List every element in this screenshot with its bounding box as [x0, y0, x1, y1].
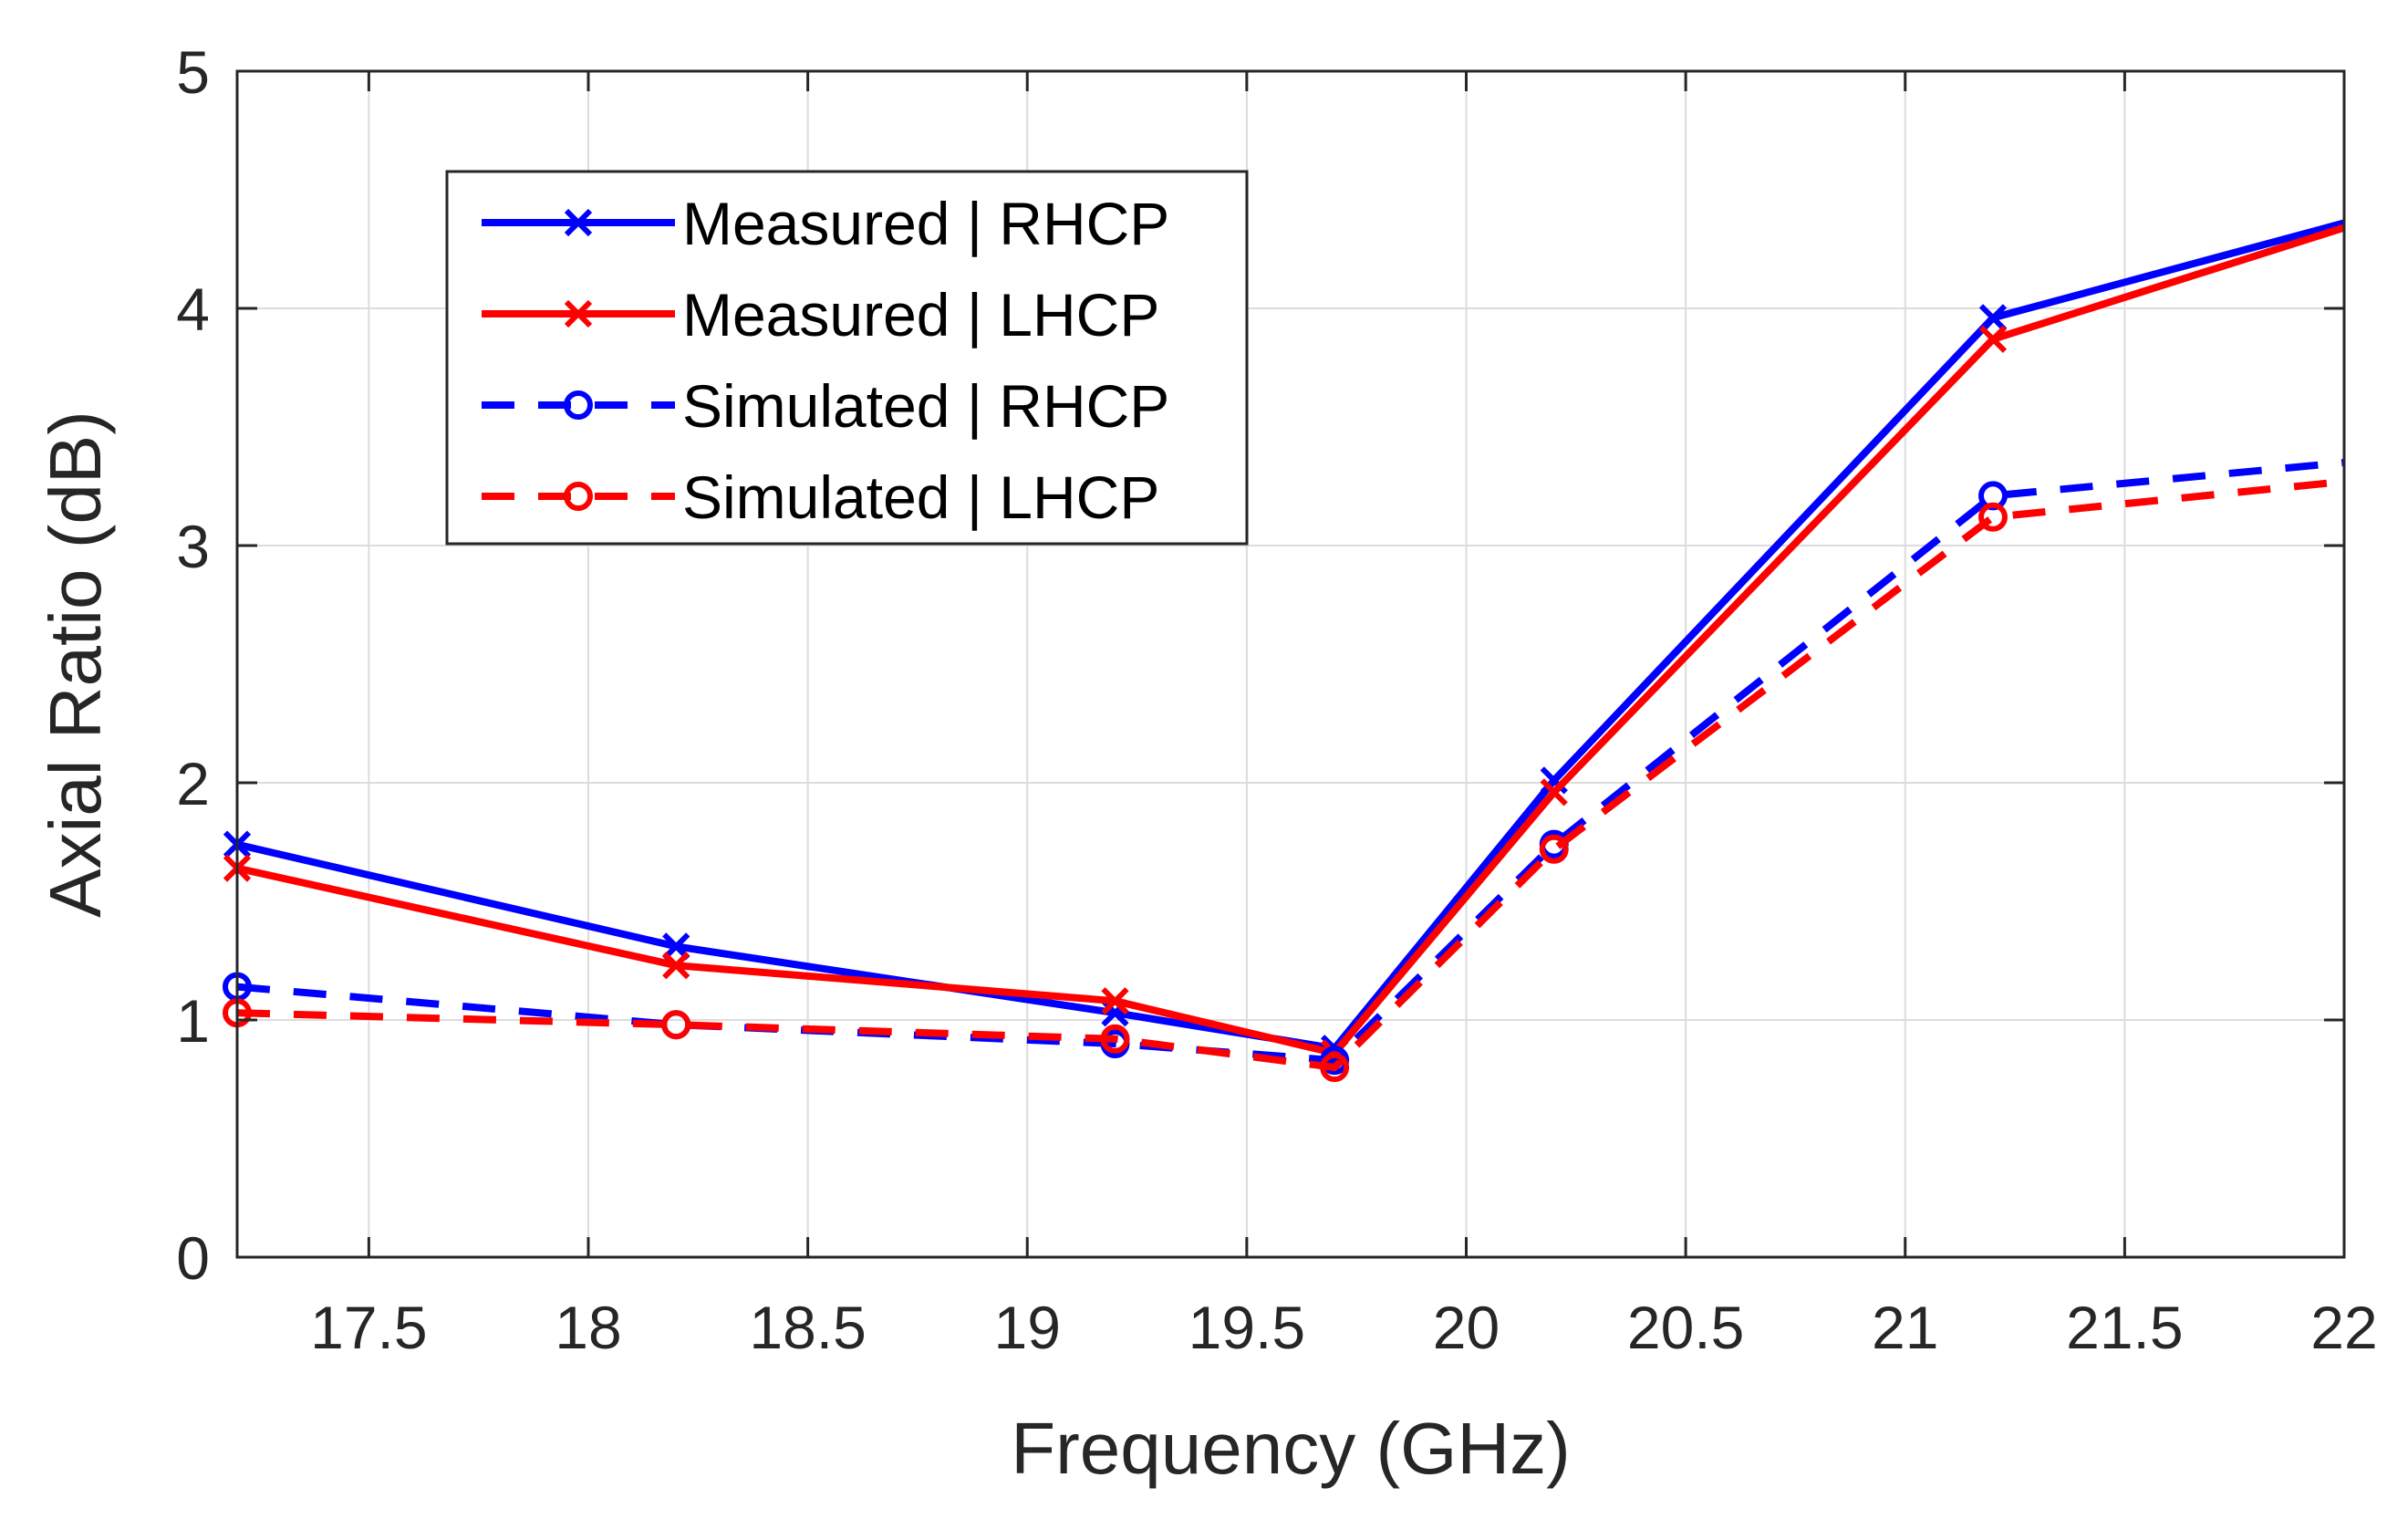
data-point	[1978, 304, 2008, 332]
legend-label: Measured | RHCP	[682, 190, 1169, 257]
legend-entry: Simulated | LHCP	[482, 463, 1159, 531]
legend-marker	[564, 482, 593, 511]
y-tick-label: 0	[176, 1224, 210, 1292]
series-line	[236, 459, 2345, 1065]
x-tick-label: 18	[555, 1294, 621, 1361]
y-tick-label: 5	[176, 38, 210, 106]
legend-label: Simulated | RHCP	[682, 372, 1169, 440]
x-tick-label: 17.5	[310, 1294, 427, 1361]
legend: Measured | RHCP Measured | LHCP Simulated …	[445, 170, 1249, 546]
ticks: 17.5 18 18.5 19 19.5 20 20.5 21 21.5 22 0 1 2 3 4 5	[176, 38, 2377, 1361]
plot-area-frame	[235, 69, 2346, 1259]
data-point	[661, 1010, 691, 1040]
x-tick-label: 21	[1872, 1294, 1938, 1361]
data-point	[1539, 834, 1569, 864]
legend-entry: Measured | LHCP	[482, 281, 1159, 349]
x-axis-label: Frequency (GHz)	[1011, 1408, 1570, 1489]
legend-marker	[564, 299, 593, 328]
y-tick-label: 4	[176, 276, 210, 343]
y-tick-label: 2	[176, 750, 210, 817]
y-tick-label: 1	[176, 987, 210, 1055]
legend-marker	[564, 208, 593, 237]
legend-label: Measured | LHCP	[682, 281, 1159, 349]
data-point	[1978, 325, 2008, 353]
series-line	[236, 477, 2345, 1071]
x-tick-label: 19	[994, 1294, 1061, 1361]
y-tick-label: 3	[176, 513, 210, 580]
data-point	[1978, 502, 2008, 532]
data-point	[1540, 778, 1568, 806]
x-tick-label: 19.5	[1188, 1294, 1305, 1361]
data-point	[662, 952, 690, 980]
data-point	[1320, 1053, 1350, 1082]
x-tick-label: 20	[1433, 1294, 1500, 1361]
legend-label: Simulated | LHCP	[682, 463, 1159, 531]
data-point	[1100, 1024, 1130, 1054]
legend-entry: Measured | RHCP	[482, 190, 1169, 257]
x-tick-label: 18.5	[749, 1294, 866, 1361]
x-tick-label: 20.5	[1627, 1294, 1744, 1361]
legend-marker	[564, 390, 593, 420]
x-tick-label: 21.5	[2066, 1294, 2183, 1361]
y-axis-label: Axial Ratio (dB)	[35, 411, 116, 918]
series-simulated-lhcp	[223, 477, 2345, 1082]
legend-box	[445, 170, 1249, 546]
x-tick-label: 22	[2310, 1294, 2377, 1361]
legend-entry: Simulated | RHCP	[482, 372, 1169, 440]
data-point	[1101, 987, 1129, 1015]
series-layer	[223, 219, 2346, 1082]
